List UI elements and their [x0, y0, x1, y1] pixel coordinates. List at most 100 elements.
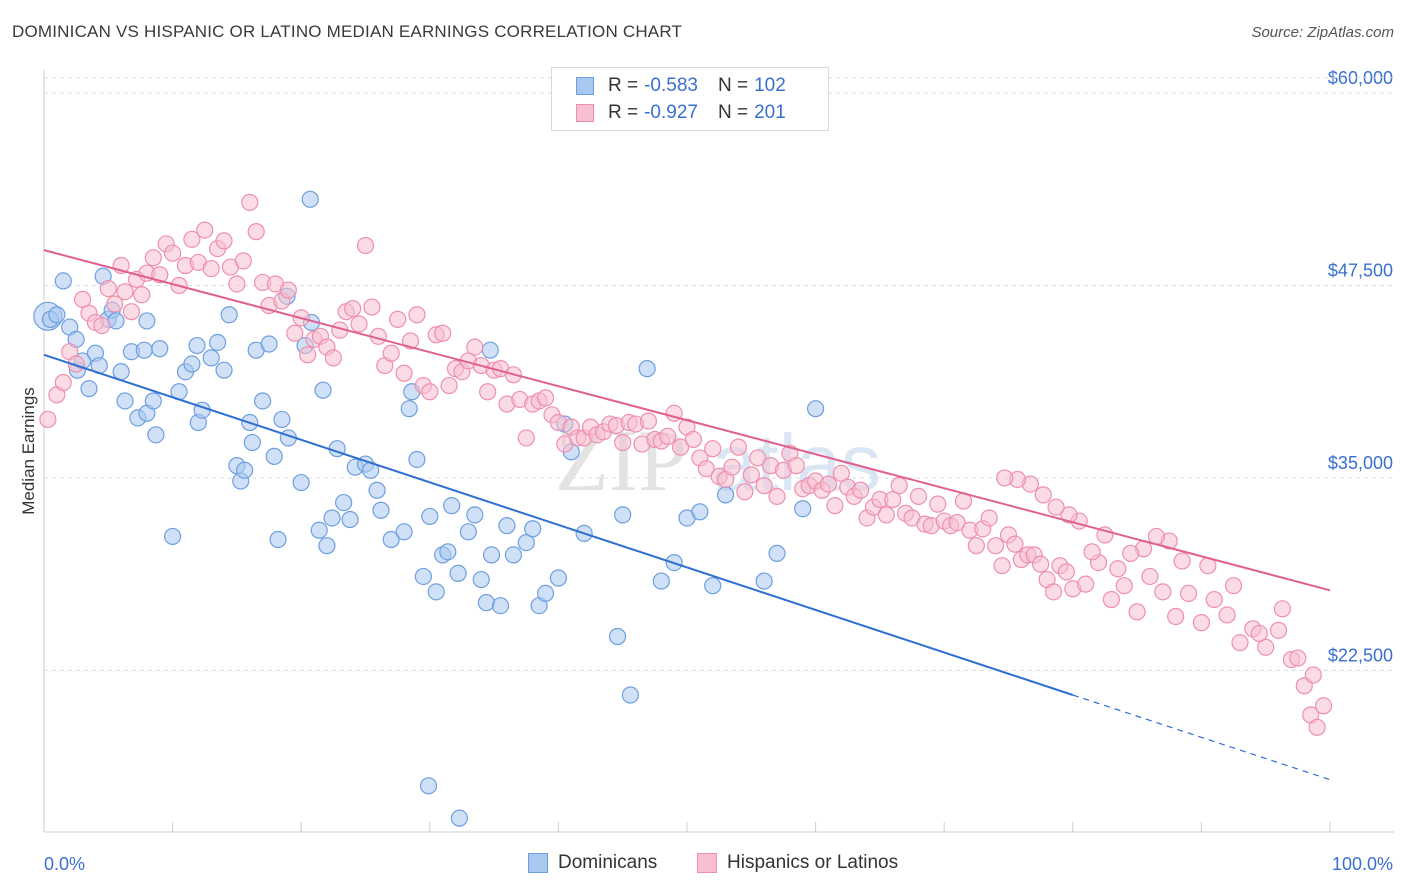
hispanic-point: [787, 457, 805, 475]
hispanic-point: [671, 438, 690, 456]
r-value: -0.927: [644, 102, 698, 123]
hispanic-point: [196, 221, 214, 239]
hispanic-point: [749, 449, 767, 467]
hispanic-point: [1308, 718, 1326, 736]
hispanic-point: [1057, 563, 1075, 581]
hispanic-point: [234, 252, 252, 270]
n-value: 102: [754, 75, 786, 96]
dominican-point: [517, 533, 535, 552]
hispanic-point: [1154, 583, 1172, 601]
dominican-point: [236, 461, 254, 479]
hispanic-point: [1224, 577, 1243, 595]
dominican-point: [164, 527, 182, 546]
legend-item-hispanics[interactable]: Hispanics or Latinos: [697, 852, 898, 874]
dominican-point: [704, 577, 722, 595]
hispanic-point: [363, 298, 381, 316]
dominican-point: [459, 523, 477, 541]
dominican-point: [314, 381, 332, 399]
hispanic-point: [614, 433, 632, 452]
hispanic-point: [684, 430, 703, 449]
hispanic-point: [697, 460, 715, 478]
hispanic-point: [639, 412, 658, 430]
hispanic-point: [832, 464, 850, 482]
dominican-point: [504, 546, 522, 564]
hispanic-point: [1083, 543, 1101, 561]
hispanic-point: [755, 477, 773, 495]
dominican-point: [368, 481, 386, 499]
y-tick-label: $22,500: [1328, 645, 1393, 665]
dominican-point: [419, 777, 438, 795]
hispanic-point: [202, 259, 220, 278]
series-legend: Dominicans Hispanics or Latinos: [0, 852, 1406, 878]
hispanic-point: [183, 230, 201, 248]
dominican-point: [482, 546, 501, 564]
hispanic-point: [742, 466, 760, 484]
dominican-point: [341, 510, 359, 529]
dominican-point: [116, 392, 134, 410]
hispanic-point: [929, 495, 947, 513]
hispanic-point: [344, 300, 362, 318]
hispanics-swatch: [576, 104, 594, 122]
dominican-point: [400, 400, 418, 418]
hispanic-point: [723, 458, 741, 476]
hispanic-point: [852, 481, 870, 499]
r-value: -0.583: [644, 75, 698, 96]
legend-item-dominicans[interactable]: Dominicans: [528, 852, 657, 874]
dominican-point: [549, 569, 568, 587]
y-axis-label: Median Earnings: [19, 387, 38, 515]
dominican-point: [395, 523, 413, 541]
dominican-point: [209, 333, 227, 352]
hispanics-trend-line: [43, 249, 1331, 592]
hispanic-point: [1179, 584, 1198, 602]
hispanic-point: [1034, 486, 1052, 504]
hispanic-point: [517, 429, 535, 447]
hispanic-point: [1167, 607, 1185, 626]
hispanic-point: [1141, 567, 1159, 586]
hispanic-point: [1231, 634, 1249, 652]
hispanic-point: [1205, 590, 1223, 609]
hispanic-point: [1192, 614, 1211, 632]
dominican-point: [408, 450, 426, 469]
hispanic-point: [1102, 590, 1120, 609]
dominican-point: [269, 530, 287, 549]
hispanic-point: [73, 290, 92, 308]
dominican-point: [273, 410, 291, 429]
dominican-point: [112, 363, 130, 381]
dominican-point: [439, 543, 457, 561]
dominican-point: [310, 521, 328, 539]
dominican-point: [292, 473, 310, 492]
hispanic-point: [350, 315, 368, 333]
hispanic-point: [247, 223, 265, 241]
dominican-point: [716, 486, 735, 504]
legend-label-dominicans: Dominicans: [558, 852, 658, 873]
chart-title: DOMINICAN VS HISPANIC OR LATINO MEDIAN E…: [12, 22, 683, 41]
hispanic-point: [421, 383, 439, 401]
hispanic-point: [1109, 560, 1127, 578]
source-label: Source: ZipAtlas.com: [1251, 24, 1394, 41]
hispanic-point: [1044, 583, 1063, 601]
hispanic-point: [408, 306, 426, 324]
dominican-point: [301, 190, 319, 208]
dominican-point: [147, 426, 165, 444]
stats-legend: R = -0.583 N = 102 R = -0.927 N = 201: [551, 67, 829, 131]
dominican-point: [755, 572, 773, 590]
hispanic-point: [1304, 666, 1322, 684]
hispanic-point: [479, 383, 497, 401]
dominican-point: [449, 564, 467, 582]
dominican-point: [382, 530, 400, 549]
hispanic-point: [116, 283, 134, 301]
hispanic-point: [299, 346, 317, 364]
dominican-point: [144, 392, 162, 410]
hispanic-point: [967, 537, 985, 555]
hispanic-point: [1047, 498, 1065, 516]
hispanic-point: [1250, 624, 1268, 643]
n-label: N =: [717, 75, 749, 96]
dominican-point: [491, 597, 510, 615]
dominican-point: [202, 349, 220, 367]
hispanic-point: [1128, 603, 1146, 621]
hispanics-legend-swatch: [697, 853, 717, 873]
r-label: R =: [608, 75, 639, 96]
dominican-point: [472, 570, 490, 589]
dominican-point: [477, 594, 495, 612]
